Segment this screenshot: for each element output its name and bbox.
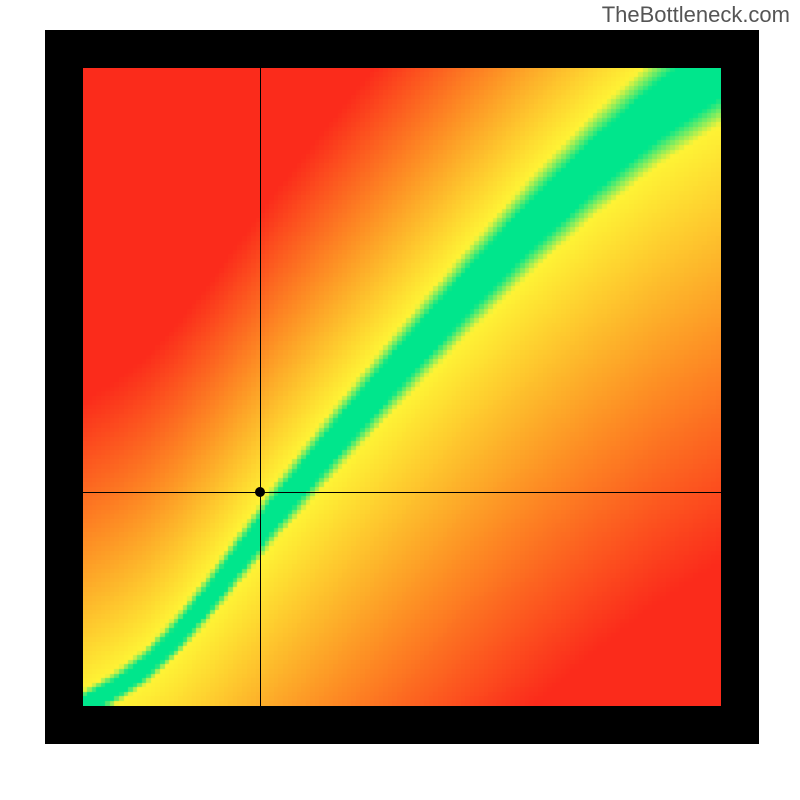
chart-container: TheBottleneck.com	[0, 0, 800, 800]
watermark-text: TheBottleneck.com	[602, 2, 790, 28]
crosshair-horizontal	[83, 492, 721, 493]
plot-area	[45, 30, 759, 744]
crosshair-vertical	[260, 68, 261, 706]
heatmap-canvas	[83, 68, 721, 706]
